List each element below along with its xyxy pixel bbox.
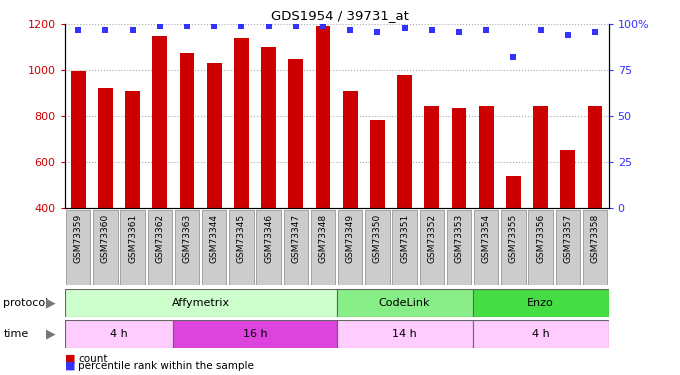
FancyBboxPatch shape [501,210,526,285]
Text: 14 h: 14 h [392,329,417,339]
Bar [479,106,494,208]
Bar [180,53,194,208]
Bar [65,320,173,348]
Bar [473,289,609,317]
Bar [288,59,303,208]
FancyBboxPatch shape [120,210,145,285]
FancyBboxPatch shape [229,210,254,285]
Text: CodeLink: CodeLink [379,298,430,308]
Bar [337,320,473,348]
Text: GSM73350: GSM73350 [373,214,382,263]
Bar [473,320,609,348]
Bar [125,91,140,208]
Text: GSM73345: GSM73345 [237,214,246,263]
Text: time: time [3,329,29,339]
Text: GSM73356: GSM73356 [536,214,545,263]
Bar [337,289,473,317]
Bar [152,36,167,208]
Text: GDS1954 / 39731_at: GDS1954 / 39731_at [271,9,409,22]
FancyBboxPatch shape [474,210,498,285]
Bar [98,88,113,208]
FancyBboxPatch shape [93,210,118,285]
FancyBboxPatch shape [148,210,172,285]
Text: GSM73362: GSM73362 [155,214,165,263]
Bar [207,63,222,208]
Text: 4 h: 4 h [110,329,128,339]
Text: GSM73348: GSM73348 [318,214,328,263]
FancyBboxPatch shape [420,210,444,285]
Text: GSM73354: GSM73354 [481,214,491,263]
Text: ■: ■ [65,354,75,364]
FancyBboxPatch shape [175,210,199,285]
Text: 16 h: 16 h [243,329,267,339]
FancyBboxPatch shape [311,210,335,285]
Text: GSM73361: GSM73361 [128,214,137,263]
Bar [173,320,337,348]
FancyBboxPatch shape [338,210,362,285]
FancyBboxPatch shape [447,210,471,285]
Text: GSM73344: GSM73344 [209,214,219,263]
Bar [343,91,358,208]
Bar [370,120,385,208]
FancyBboxPatch shape [66,210,90,285]
Text: GSM73347: GSM73347 [291,214,301,263]
FancyBboxPatch shape [365,210,390,285]
Bar [588,106,602,208]
Text: GSM73349: GSM73349 [345,214,355,263]
Text: GSM73358: GSM73358 [590,214,600,263]
Bar [234,38,249,208]
Bar [397,75,412,208]
Text: GSM73352: GSM73352 [427,214,437,263]
Text: GSM73353: GSM73353 [454,214,464,263]
Bar [506,176,521,208]
FancyBboxPatch shape [528,210,553,285]
Bar [65,289,337,317]
Text: Affymetrix: Affymetrix [171,298,230,308]
Text: protocol: protocol [3,298,49,308]
Text: GSM73363: GSM73363 [182,214,192,263]
Text: GSM73359: GSM73359 [73,214,83,263]
Text: GSM73351: GSM73351 [400,214,409,263]
Text: Enzo: Enzo [527,298,554,308]
Text: GSM73355: GSM73355 [509,214,518,263]
Text: GSM73346: GSM73346 [264,214,273,263]
Text: ■: ■ [65,361,75,370]
Bar [533,106,548,208]
Bar [424,106,439,208]
FancyBboxPatch shape [284,210,308,285]
Text: GSM73360: GSM73360 [101,214,110,263]
Text: percentile rank within the sample: percentile rank within the sample [78,361,254,370]
FancyBboxPatch shape [256,210,281,285]
Bar [316,26,330,208]
Text: ▶: ▶ [46,296,56,309]
FancyBboxPatch shape [202,210,226,285]
Text: 4 h: 4 h [532,329,549,339]
Bar [261,47,276,208]
FancyBboxPatch shape [583,210,607,285]
FancyBboxPatch shape [392,210,417,285]
FancyBboxPatch shape [556,210,580,285]
Text: count: count [78,354,107,364]
Text: ▶: ▶ [46,327,56,340]
Bar [71,71,86,208]
Bar [560,150,575,208]
Bar [452,108,466,208]
Text: GSM73357: GSM73357 [563,214,573,263]
